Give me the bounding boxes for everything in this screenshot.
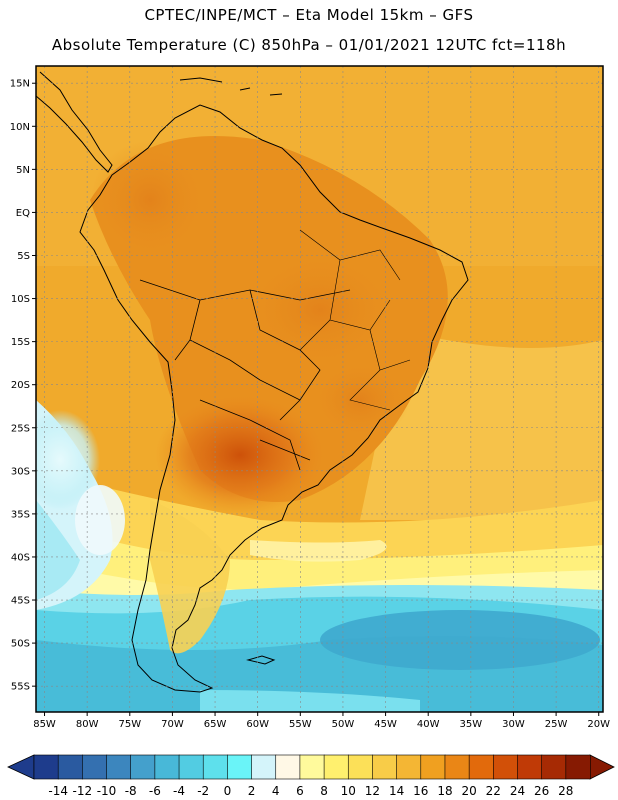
colorbar-swatch xyxy=(468,754,494,780)
colorbar-label: 16 xyxy=(413,784,428,798)
colorbar-label: 12 xyxy=(365,784,380,798)
caribbean-islands xyxy=(179,77,283,96)
colorbar-swatch xyxy=(493,754,519,780)
colorbar-label: -10 xyxy=(97,784,117,798)
lat-tick-label: 15S xyxy=(11,337,30,348)
colorbar-swatch xyxy=(299,754,325,780)
colorbar-high-arrow xyxy=(589,754,615,780)
colorbar-swatch xyxy=(444,754,470,780)
lat-tick-label: EQ xyxy=(16,208,30,219)
lon-tick-label: 45W xyxy=(374,719,397,730)
lat-tick-label: 10S xyxy=(11,294,30,305)
latitude-axis: 15N 10N 5N EQ 5S 10S 15S 20S 25S 30S 35S 40S 45S 50S 5… xyxy=(10,79,36,693)
colorbar-label: 28 xyxy=(558,784,573,798)
colorbar-label: 8 xyxy=(320,784,328,798)
lon-tick-label: 70W xyxy=(161,719,184,730)
lat-tick-label: 50S xyxy=(11,639,30,650)
colorbar-swatch xyxy=(202,754,228,780)
lat-tick-label: 45S xyxy=(11,596,30,607)
lat-tick-label: 15N xyxy=(10,79,30,90)
colorbar-swatch xyxy=(517,754,543,780)
map-subtitle: Absolute Temperature (C) 850hPa – 01/01/… xyxy=(51,36,567,54)
colorbar-label: 24 xyxy=(510,784,525,798)
colorbar-label: 6 xyxy=(296,784,304,798)
colorbar-label: 10 xyxy=(341,784,356,798)
lon-tick-label: 85W xyxy=(33,719,56,730)
colorbar-swatch xyxy=(82,754,108,780)
longitude-axis: 85W 80W 75W 70W 65W 60W 55W 50W 45W 40W 35W 30W 25W 2… xyxy=(33,712,610,730)
lon-tick-label: 30W xyxy=(502,719,525,730)
colorbar-label: 14 xyxy=(389,784,404,798)
colorbar-swatch xyxy=(372,754,398,780)
lat-tick-label: 55S xyxy=(11,682,30,693)
lat-tick-label: 20S xyxy=(11,380,30,391)
colorbar-label: -6 xyxy=(149,784,161,798)
colorbar-label: 26 xyxy=(534,784,549,798)
coastline xyxy=(36,71,469,693)
south-america-outline xyxy=(79,104,469,693)
colorbar-label: -12 xyxy=(73,784,93,798)
lon-tick-label: 75W xyxy=(118,719,141,730)
lon-tick-label: 60W xyxy=(246,719,269,730)
colorbar-swatch xyxy=(565,754,591,780)
lat-tick-label: 5N xyxy=(16,165,30,176)
colorbar: -14 -12 -10 -8 -6 -4 -2 0 2 4 6 8 10 12 14 16 18 20 22 24 26… xyxy=(7,754,615,798)
colorbar-swatch xyxy=(106,754,132,780)
colorbar-label: -2 xyxy=(197,784,209,798)
colorbar-swatch xyxy=(420,754,446,780)
colorbar-label: 20 xyxy=(461,784,476,798)
colorbar-label: 4 xyxy=(272,784,280,798)
colorbar-swatch xyxy=(57,754,83,780)
lon-tick-label: 35W xyxy=(460,719,483,730)
colorbar-label: -4 xyxy=(173,784,185,798)
lat-tick-label: 35S xyxy=(11,509,30,520)
colorbar-low-arrow xyxy=(7,754,35,780)
colorbar-swatch xyxy=(275,754,301,780)
lon-tick-label: 80W xyxy=(76,719,99,730)
map-frame xyxy=(35,65,604,713)
colorbar-label: 0 xyxy=(224,784,232,798)
lon-tick-label: 20W xyxy=(587,719,610,730)
colorbar-swatch xyxy=(541,754,567,780)
colorbar-label: 2 xyxy=(248,784,256,798)
colorbar-label: 22 xyxy=(486,784,501,798)
temperature-field xyxy=(36,66,603,712)
colorbar-swatch xyxy=(251,754,277,780)
lat-tick-label: 5S xyxy=(17,251,30,262)
colorbar-label: -14 xyxy=(48,784,68,798)
colorbar-swatch xyxy=(323,754,349,780)
colorbar-swatch xyxy=(227,754,253,780)
lat-tick-label: 25S xyxy=(11,423,30,434)
colorbar-swatch xyxy=(347,754,374,780)
lon-tick-label: 50W xyxy=(332,719,355,730)
lon-tick-label: 25W xyxy=(545,719,568,730)
lon-tick-label: 65W xyxy=(204,719,227,730)
central-america-outline xyxy=(36,71,113,173)
colorbar-swatch xyxy=(178,754,204,780)
map-title: CPTEC/INPE/MCT – Eta Model 15km – GFS xyxy=(144,6,474,24)
lon-tick-label: 40W xyxy=(417,719,440,730)
lat-tick-label: 40S xyxy=(11,552,30,563)
colorbar-label: -8 xyxy=(125,784,137,798)
lat-tick-label: 30S xyxy=(11,466,30,477)
colorbar-swatch xyxy=(396,754,422,780)
colorbar-swatch xyxy=(154,754,180,780)
falkland-islands xyxy=(246,655,276,665)
lat-tick-label: 10N xyxy=(10,122,30,133)
country-borders xyxy=(139,279,351,471)
lon-tick-label: 55W xyxy=(289,719,312,730)
colorbar-swatch xyxy=(33,754,59,780)
colorbar-label: 18 xyxy=(437,784,452,798)
colorbar-swatch xyxy=(130,754,156,780)
brazil-states xyxy=(299,229,411,411)
